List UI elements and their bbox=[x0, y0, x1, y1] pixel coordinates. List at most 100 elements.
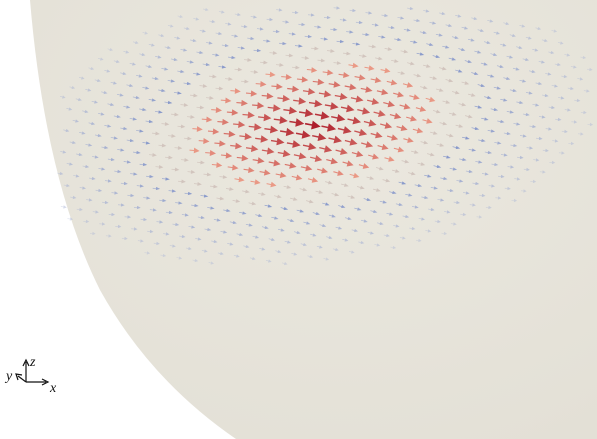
glyph-arrow bbox=[503, 131, 511, 136]
glyph-arrow bbox=[276, 8, 283, 12]
glyph-arrow bbox=[164, 100, 173, 105]
glyph-arrow bbox=[383, 233, 390, 238]
glyph-arrow bbox=[265, 259, 272, 263]
glyph-arrow bbox=[120, 181, 128, 186]
glyph-arrow bbox=[338, 71, 350, 78]
glyph-arrow bbox=[555, 117, 562, 122]
glyph-arrow bbox=[342, 238, 349, 242]
glyph-arrow bbox=[366, 98, 380, 105]
glyph-arrow bbox=[229, 220, 237, 225]
glyph-arrow bbox=[185, 246, 192, 251]
glyph-arrow bbox=[484, 40, 491, 45]
glyph-arrow bbox=[316, 245, 323, 249]
glyph-arrow bbox=[249, 256, 256, 261]
glyph-arrow bbox=[523, 167, 530, 172]
glyph-arrow bbox=[312, 78, 325, 86]
glyph-arrow bbox=[85, 88, 92, 92]
glyph-arrow bbox=[351, 228, 358, 233]
glyph-arrow bbox=[328, 135, 342, 144]
glyph-arrow bbox=[516, 100, 524, 105]
glyph-arrow bbox=[110, 136, 119, 140]
glyph-arrow bbox=[186, 115, 195, 119]
glyph-arrow bbox=[174, 146, 183, 150]
glyph-arrow bbox=[338, 204, 346, 209]
glyph-arrow bbox=[121, 236, 128, 241]
glyph-arrow bbox=[376, 88, 389, 96]
glyph-arrow bbox=[331, 192, 340, 197]
glyph-arrow bbox=[440, 176, 448, 181]
glyph-arrow bbox=[442, 45, 450, 49]
glyph-arrow bbox=[136, 129, 144, 133]
glyph-arrow bbox=[549, 160, 556, 165]
glyph-arrow bbox=[381, 13, 389, 18]
glyph-arrow bbox=[474, 50, 482, 54]
glyph-arrow bbox=[452, 90, 460, 95]
glyph-arrow bbox=[79, 186, 87, 190]
glyph-arrow bbox=[551, 29, 558, 33]
glyph-arrow bbox=[189, 147, 200, 154]
glyph-arrow bbox=[296, 209, 305, 213]
glyph-arrow bbox=[362, 32, 370, 37]
glyph-arrow bbox=[258, 113, 272, 122]
glyph-arrow bbox=[293, 97, 307, 105]
glyph-arrow bbox=[436, 88, 444, 92]
glyph-arrow bbox=[172, 222, 180, 227]
glyph-arrow bbox=[98, 112, 105, 116]
glyph-arrow bbox=[472, 181, 480, 186]
glyph-arrow bbox=[535, 81, 543, 86]
glyph-arrow bbox=[360, 86, 373, 93]
glyph-arrow bbox=[288, 32, 296, 36]
glyph-arrow bbox=[323, 257, 330, 261]
glyph-arrow bbox=[82, 109, 89, 114]
glyph-arrow bbox=[526, 146, 534, 150]
glyph-arrow bbox=[261, 147, 275, 155]
glyph-arrow bbox=[217, 251, 224, 256]
axis-label-y: y bbox=[4, 369, 13, 384]
glyph-arrow bbox=[132, 95, 140, 100]
glyph-arrow bbox=[148, 43, 155, 47]
glyph-arrow bbox=[60, 150, 67, 154]
glyph-arrow bbox=[459, 157, 467, 162]
glyph-arrow bbox=[195, 237, 202, 241]
glyph-arrow bbox=[476, 215, 483, 219]
glyph-arrow bbox=[201, 116, 213, 123]
glyph-arrow bbox=[107, 102, 115, 107]
glyph-arrow bbox=[545, 72, 552, 76]
glyph-arrow bbox=[183, 26, 190, 31]
glyph-arrow bbox=[387, 25, 395, 30]
glyph-arrow bbox=[193, 17, 200, 21]
glyph-arrow bbox=[169, 244, 176, 248]
glyph-arrow bbox=[383, 100, 395, 108]
glyph-arrow bbox=[399, 236, 406, 240]
glyph-arrow bbox=[321, 123, 337, 132]
glyph-arrow bbox=[348, 62, 359, 69]
glyph-arrow bbox=[416, 52, 425, 56]
glyph-arrow bbox=[86, 198, 93, 202]
glyph-arrow bbox=[124, 215, 132, 219]
glyph-arrow bbox=[328, 214, 336, 218]
glyph-arrow bbox=[243, 166, 255, 173]
glyph-arrow bbox=[485, 205, 492, 210]
glyph-arrow bbox=[179, 234, 186, 239]
glyph-arrow bbox=[577, 77, 584, 81]
glyph-arrow bbox=[285, 53, 294, 58]
glyph-arrow bbox=[266, 17, 274, 22]
glyph-arrow bbox=[568, 141, 575, 146]
glyph-arrow bbox=[105, 234, 112, 238]
glyph-arrow bbox=[386, 134, 399, 141]
glyph-arrow bbox=[307, 254, 314, 259]
glyph-arrow bbox=[377, 143, 389, 151]
glyph-arrow bbox=[279, 41, 287, 46]
glyph-arrow bbox=[323, 15, 331, 20]
glyph-arrow bbox=[252, 102, 265, 109]
glyph-arrow bbox=[279, 127, 295, 137]
glyph-arrow bbox=[287, 85, 300, 93]
glyph-arrow bbox=[448, 57, 457, 61]
glyph-arrow bbox=[180, 158, 189, 162]
glyph-arrow bbox=[520, 189, 527, 193]
glyph-arrow bbox=[284, 162, 297, 169]
glyph-arrow bbox=[78, 76, 85, 80]
glyph-arrow bbox=[239, 132, 253, 141]
glyph-arrow bbox=[155, 55, 162, 59]
glyph-arrow bbox=[261, 92, 274, 100]
